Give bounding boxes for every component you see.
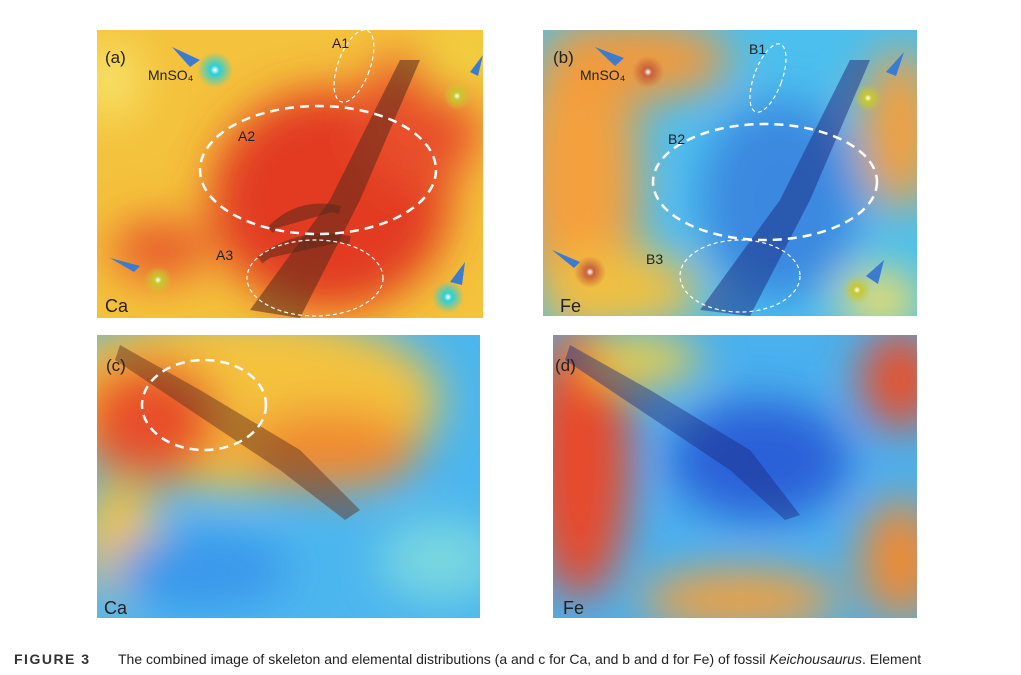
panel-c-map	[97, 335, 480, 618]
panel-b-map	[543, 30, 917, 316]
panel-label: (a)	[105, 48, 126, 67]
annotation: MnSO₄	[580, 67, 626, 83]
panel-a-map	[97, 30, 483, 318]
panel-label: (d)	[555, 356, 576, 375]
panel-label: (c)	[106, 356, 126, 375]
annotation: A1	[332, 35, 349, 51]
caption-text: The combined image of skeleton and eleme…	[118, 651, 769, 667]
element-label: Fe	[563, 598, 584, 618]
annotation: A3	[216, 247, 233, 263]
annotation: B3	[646, 251, 663, 267]
annotation: A2	[238, 128, 255, 144]
caption: The combined image of skeleton and eleme…	[118, 651, 921, 667]
annotation: B1	[749, 41, 766, 57]
annotation: MnSO₄	[148, 67, 194, 83]
element-label: Fe	[560, 296, 581, 316]
element-label: Ca	[104, 598, 128, 618]
figure-number: FIGURE 3	[14, 651, 91, 667]
annotation: B2	[668, 131, 685, 147]
panel-d-map	[553, 335, 917, 618]
caption-text: . Element	[862, 651, 921, 667]
panel-label: (b)	[553, 48, 574, 67]
caption-italic: Keichousaurus	[769, 651, 862, 667]
element-label: Ca	[105, 296, 129, 316]
